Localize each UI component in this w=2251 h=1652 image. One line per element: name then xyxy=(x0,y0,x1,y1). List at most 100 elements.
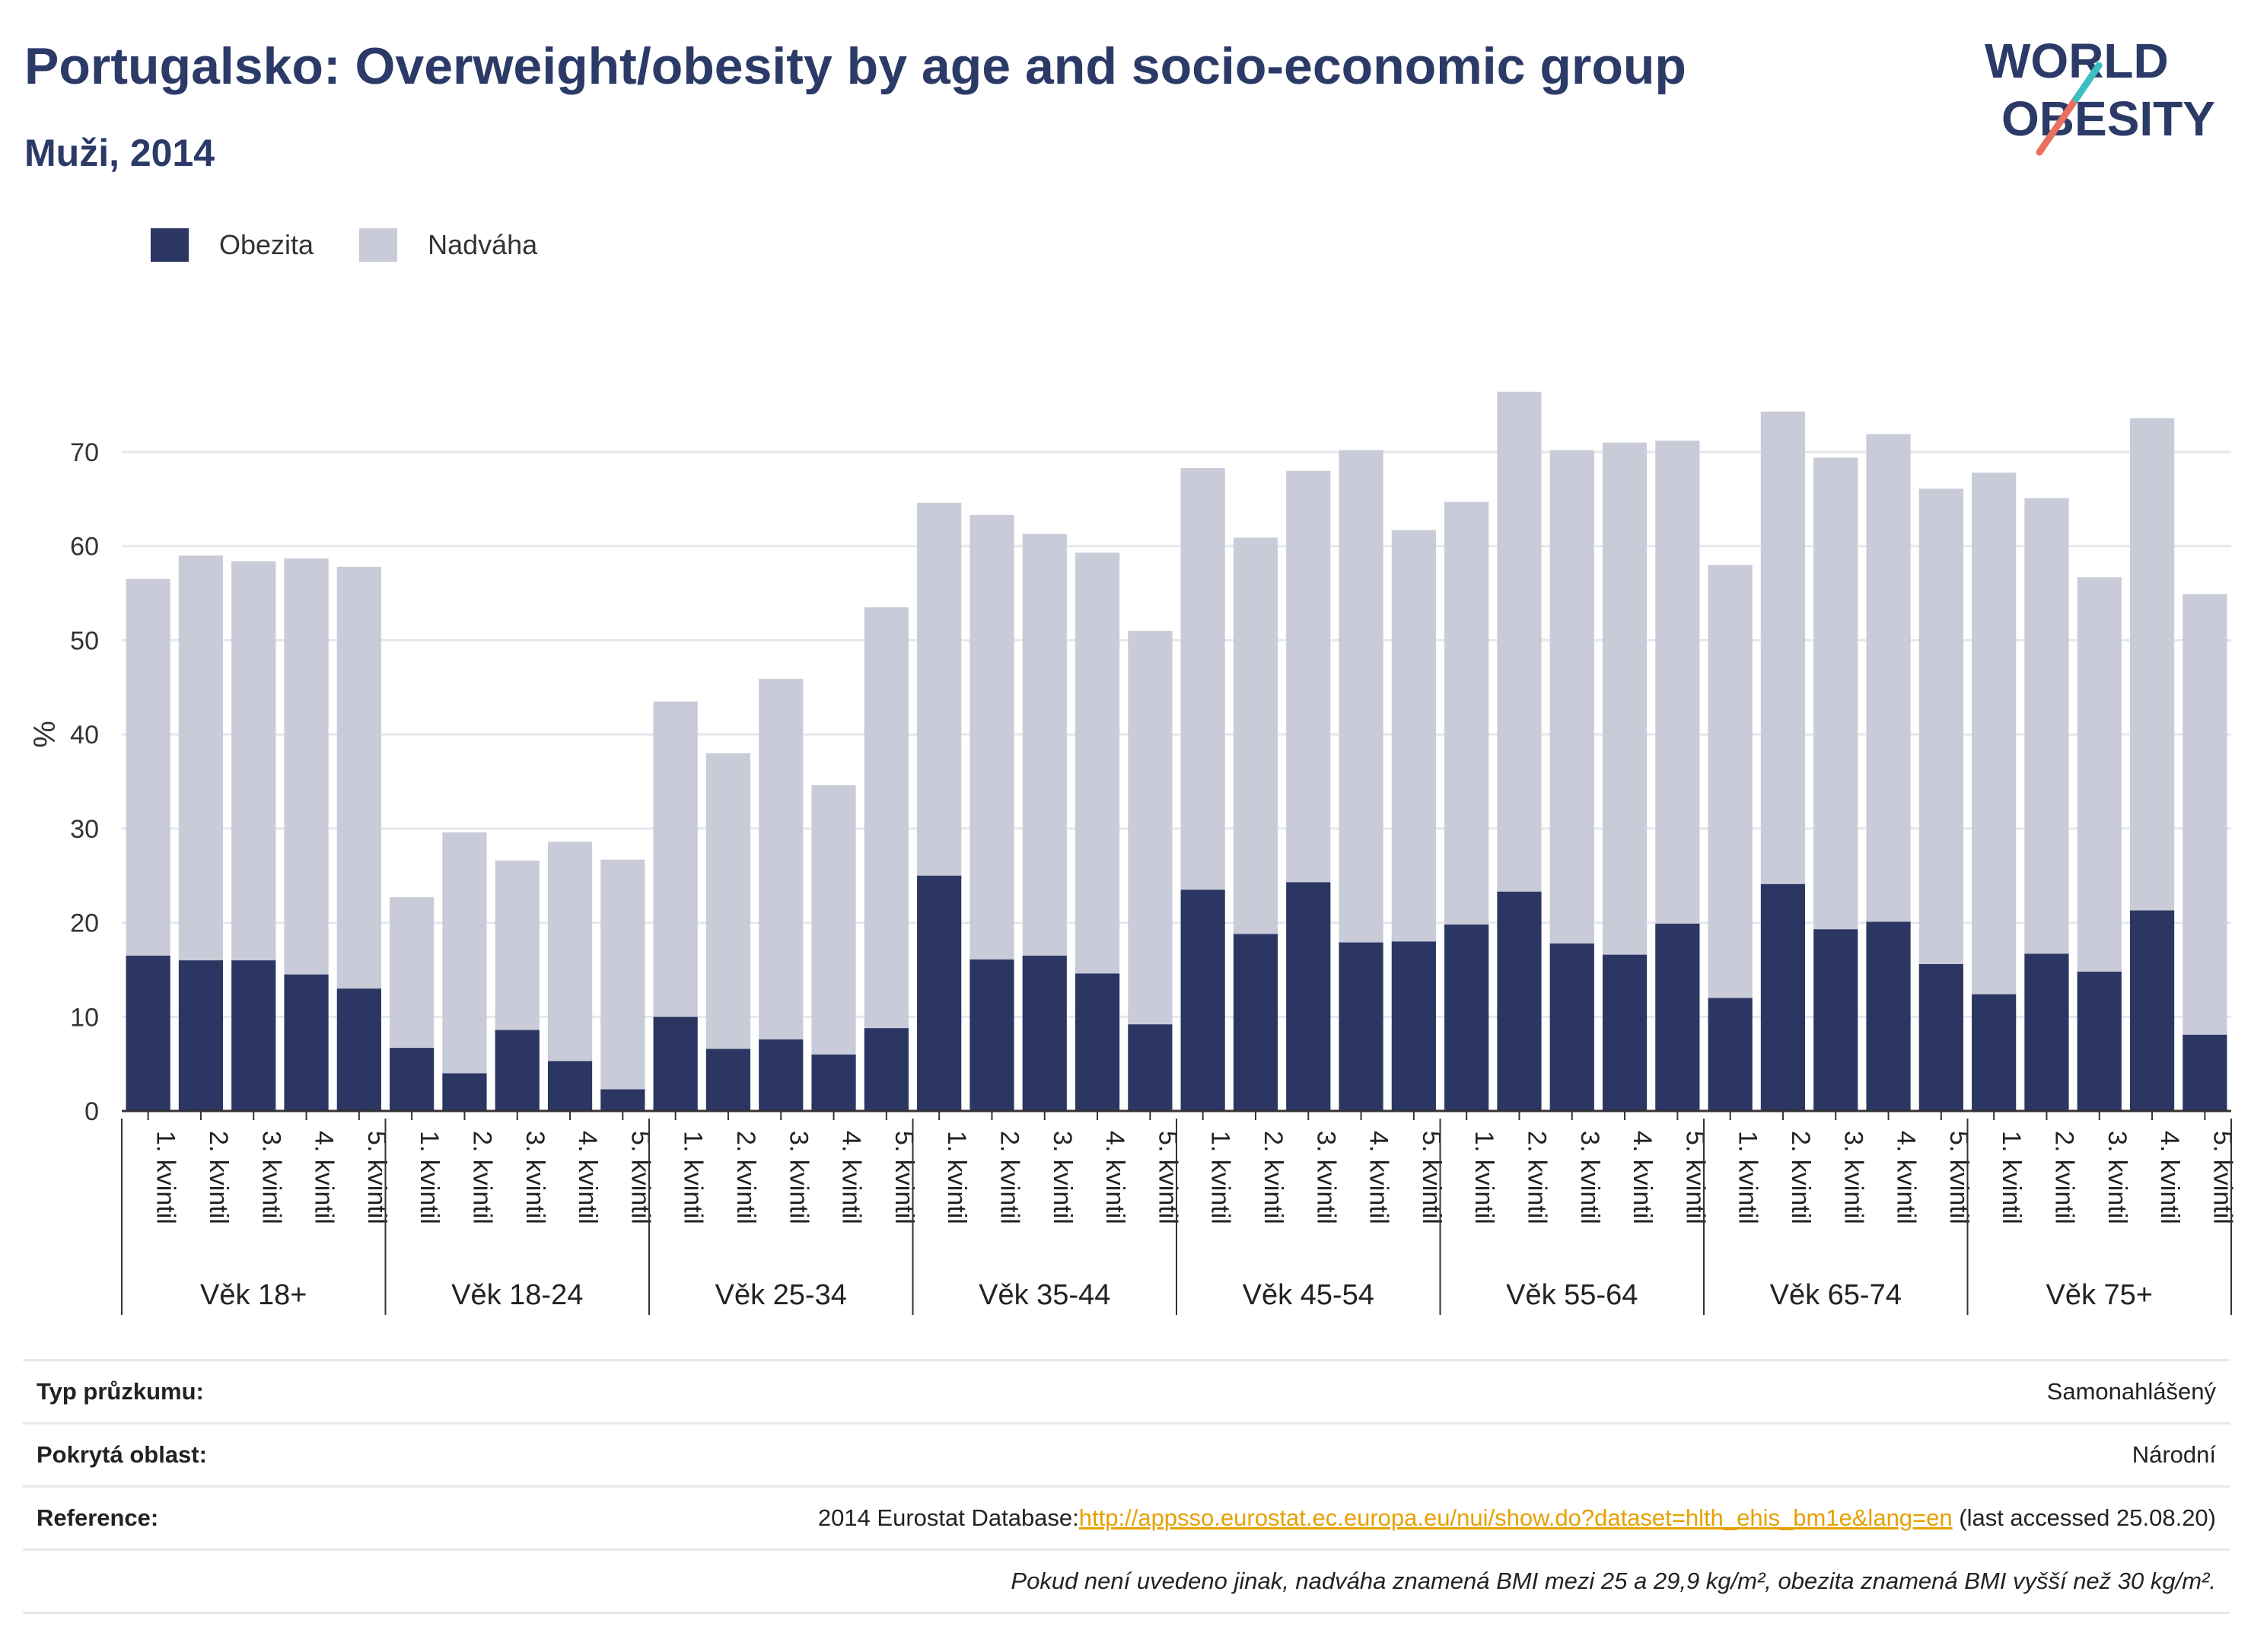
group-label: Věk 35-44 xyxy=(979,1279,1110,1311)
bar-obezita xyxy=(547,1061,593,1111)
legend-label-nadvaha: Nadváha xyxy=(428,229,538,260)
group-label: Věk 18+ xyxy=(200,1279,307,1311)
bar-obezita xyxy=(811,1054,856,1111)
bar-obezita xyxy=(1286,882,1331,1111)
bar-nadvaha xyxy=(2024,498,2069,954)
x-tick-label: 2. kvintil xyxy=(204,1131,233,1224)
x-tick-label: 1. kvintil xyxy=(1206,1131,1235,1224)
legend: Obezita Nadváha xyxy=(151,225,583,265)
x-tick-label: 2. kvintil xyxy=(731,1131,760,1224)
logo-line1: WORLD xyxy=(1985,33,2169,88)
bar-nadvaha xyxy=(284,558,329,975)
bar-obezita xyxy=(1549,943,1594,1111)
bar-obezita xyxy=(1497,891,1542,1111)
y-tick-label: 40 xyxy=(70,721,99,750)
bar-nadvaha xyxy=(600,859,645,1090)
bar-nadvaha xyxy=(1813,457,1858,930)
world-obesity-logo: WORLD OBESITY xyxy=(1985,33,2215,156)
x-tick-label: 3. kvintil xyxy=(1839,1131,1867,1224)
bar-obezita xyxy=(917,875,962,1111)
x-tick-label: 4. kvintil xyxy=(1364,1131,1393,1224)
x-tick-label: 5. kvintil xyxy=(890,1131,919,1224)
x-tick-label: 3. kvintil xyxy=(521,1131,549,1224)
bar-nadvaha xyxy=(1497,391,1542,892)
bar-obezita xyxy=(284,974,329,1111)
group-label: Věk 65-74 xyxy=(1770,1279,1902,1311)
x-tick-label: 4. kvintil xyxy=(1628,1131,1657,1224)
x-tick-label: 2. kvintil xyxy=(2049,1131,2078,1224)
x-tick-label: 4. kvintil xyxy=(1892,1131,1921,1224)
bar-obezita xyxy=(442,1073,487,1111)
bar-nadvaha xyxy=(126,579,170,956)
x-tick-label: 4. kvintil xyxy=(2155,1131,2184,1224)
x-tick-label: 1. kvintil xyxy=(151,1131,180,1224)
bar-obezita xyxy=(1180,890,1225,1111)
bar-nadvaha xyxy=(442,832,487,1074)
bar-nadvaha xyxy=(495,860,540,1030)
survey-type-label: Typ průzkumu: xyxy=(37,1378,204,1405)
bar-nadvaha xyxy=(1022,533,1067,956)
bar-obezita xyxy=(178,960,224,1111)
x-tick-label: 5. kvintil xyxy=(1944,1131,1973,1224)
bar-obezita xyxy=(1655,923,1700,1111)
x-tick-label: 4. kvintil xyxy=(1100,1131,1129,1224)
bar-obezita xyxy=(1918,964,1963,1111)
x-tick-label: 1. kvintil xyxy=(415,1131,444,1224)
x-tick-label: 5. kvintil xyxy=(362,1131,391,1224)
legend-item-obezita[interactable]: Obezita xyxy=(151,228,314,262)
bar-nadvaha xyxy=(231,561,276,961)
legend-item-nadvaha[interactable]: Nadváha xyxy=(359,228,537,262)
bar-obezita xyxy=(390,1048,435,1111)
bar-obezita xyxy=(1022,955,1067,1111)
y-tick-label: 50 xyxy=(70,626,99,655)
x-tick-label: 5. kvintil xyxy=(1680,1131,1709,1224)
legend-label-obezita: Obezita xyxy=(219,229,314,260)
bar-obezita xyxy=(1602,954,1648,1111)
group-label: Věk 55-64 xyxy=(1506,1279,1638,1311)
bar-obezita xyxy=(2024,953,2069,1111)
bar-nadvaha xyxy=(759,679,804,1039)
bar-nadvaha xyxy=(1708,565,1753,998)
x-tick-label: 3. kvintil xyxy=(1311,1131,1340,1224)
bar-obezita xyxy=(1708,998,1753,1111)
bar-nadvaha xyxy=(547,842,593,1062)
x-tick-label: 5. kvintil xyxy=(626,1131,654,1224)
bar-nadvaha xyxy=(1444,501,1489,925)
bar-nadvaha xyxy=(917,502,962,876)
x-tick-label: 5. kvintil xyxy=(1417,1131,1446,1224)
bar-chart: 0 10 20 30 40 50 60 70% 1. kvintil 2. kvintil 3. k… xyxy=(28,391,2237,1315)
bar-nadvaha xyxy=(1339,450,1383,943)
info-row-reference: Reference: 2014 Eurostat Database:http:/… xyxy=(23,1485,2230,1549)
bar-obezita xyxy=(1444,925,1489,1111)
x-tick-label: 2. kvintil xyxy=(1522,1131,1551,1224)
x-tick-label: 4. kvintil xyxy=(573,1131,602,1224)
legend-swatch-nadvaha xyxy=(359,228,398,262)
x-tick-label: 1. kvintil xyxy=(1734,1131,1762,1224)
bar-nadvaha xyxy=(1075,552,1120,974)
bar-obezita xyxy=(1813,929,1858,1111)
bar-nadvaha xyxy=(1760,411,1806,884)
reference-label: Reference: xyxy=(37,1504,159,1531)
reference-suffix: (last accessed 25.08.20) xyxy=(1952,1504,2216,1531)
bar-obezita xyxy=(1760,883,1806,1111)
bar-obezita xyxy=(2183,1034,2227,1111)
bar-nadvaha xyxy=(811,785,856,1055)
bar-obezita xyxy=(653,1017,698,1111)
bar-nadvaha xyxy=(2183,594,2227,1035)
bar-nadvaha xyxy=(1391,530,1436,942)
logo-slash-red xyxy=(2036,95,2080,156)
bar-nadvaha xyxy=(2129,418,2175,911)
coverage-label: Pokrytá oblast: xyxy=(37,1441,207,1468)
x-tick-label: 4. kvintil xyxy=(310,1131,339,1224)
bar-obezita xyxy=(126,955,170,1111)
reference-link[interactable]: http://appsso.eurostat.ec.europa.eu/nui/… xyxy=(1078,1504,1953,1531)
bar-obezita xyxy=(1233,934,1278,1111)
bar-obezita xyxy=(495,1030,540,1111)
x-tick-label: 3. kvintil xyxy=(1048,1131,1077,1224)
x-tick-label: 3. kvintil xyxy=(784,1131,813,1224)
group-label: Věk 18-24 xyxy=(451,1279,583,1311)
x-tick-label: 2. kvintil xyxy=(1259,1131,1288,1224)
x-tick-label: 2. kvintil xyxy=(1786,1131,1815,1224)
bar-nadvaha xyxy=(1918,489,1963,965)
reference-value: 2014 Eurostat Database:http://appsso.eur… xyxy=(818,1504,2230,1532)
